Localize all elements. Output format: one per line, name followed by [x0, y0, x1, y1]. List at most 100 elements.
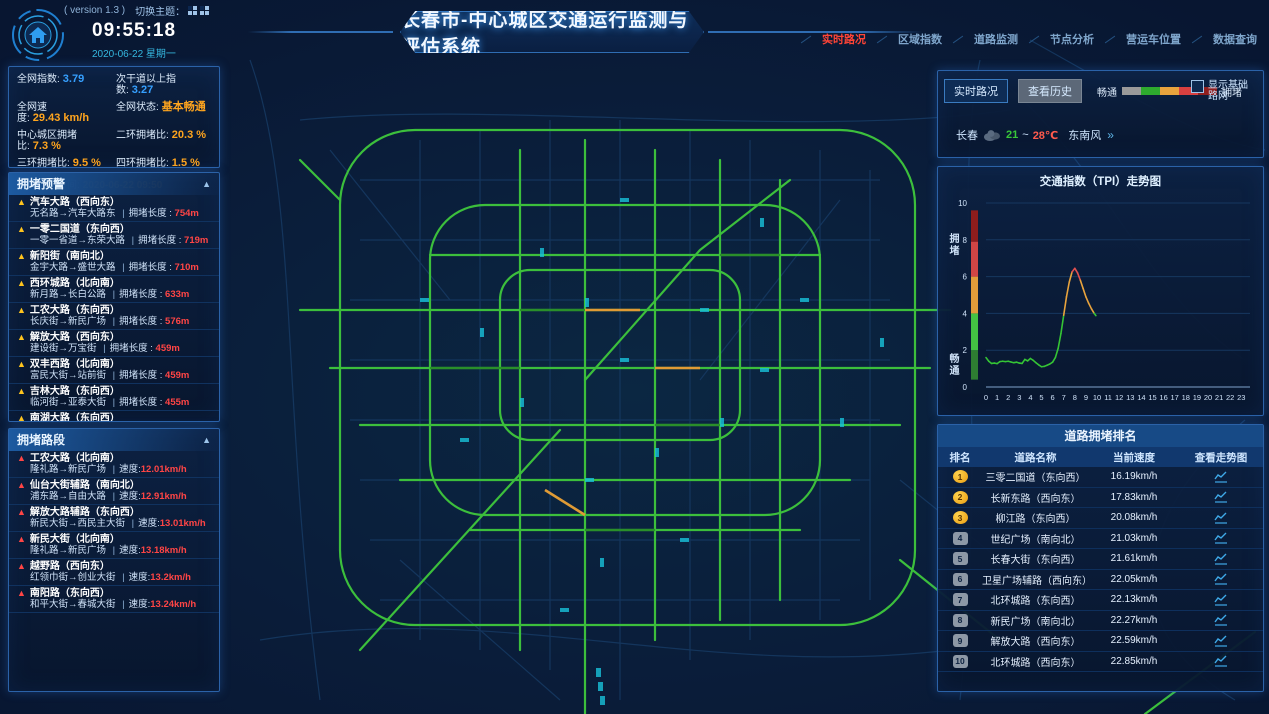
- nav-item-节点分析[interactable]: 节点分析: [1050, 34, 1094, 46]
- svg-text:16: 16: [1159, 393, 1167, 402]
- road-name: 南阳路（东向西）: [29, 588, 110, 599]
- collapse-arrow-icon[interactable]: ▲: [202, 179, 211, 189]
- metric-value: 710m: [174, 262, 199, 273]
- stat-item: 中心城区拥堵比: 7.3 %: [17, 130, 77, 152]
- trend-chart-icon[interactable]: [1179, 635, 1263, 647]
- weather-more-icon[interactable]: »: [1107, 128, 1114, 142]
- road-name: 新民广场（南向北）: [990, 616, 1081, 628]
- stat-item: 次干道以上指数: 3.27: [116, 74, 176, 96]
- tab-realtime[interactable]: 实时路况: [944, 79, 1008, 103]
- list-item[interactable]: ▲ 工农大路（北向南） 隆礼路→新民广场 | 速度:12.01km/h: [9, 451, 219, 478]
- metric-value: 12.01km/h: [140, 464, 187, 475]
- theme-grid-icon[interactable]: [188, 6, 198, 15]
- road-range: 长庆街→新民广场: [30, 316, 109, 327]
- rank-badge: 4: [952, 531, 968, 545]
- trend-chart-icon[interactable]: [1179, 491, 1263, 503]
- pipe-divider: |: [122, 572, 125, 583]
- nav-item-数据查询[interactable]: 数据查询: [1213, 34, 1257, 46]
- list-item[interactable]: ▲ 双丰西路（北向南） 富民大街→站前街 | 拥堵长度 : 459m: [9, 357, 219, 384]
- svg-text:21: 21: [1215, 393, 1223, 402]
- svg-text:4: 4: [1028, 393, 1032, 402]
- list-item[interactable]: ▲ 工农大路（东向西） 长庆街→新民广场 | 拥堵长度 : 576m: [9, 303, 219, 330]
- tpi-chart-panel: 交通指数（TPI）走势图 拥堵 畅通 0 2 4 6 8 10 0 1 2 3 4 5 6 7 8 9 10 11…: [937, 166, 1264, 416]
- list-item[interactable]: ▲ 解放大路辅路（东向西） 新民大街→西民主大街 | 速度:13.01km/h: [9, 505, 219, 532]
- road-name: 吉林大路（东向西）: [29, 386, 120, 397]
- trend-chart-icon[interactable]: [1179, 655, 1263, 667]
- col-road: 道路名称: [1014, 451, 1057, 464]
- trend-chart-icon[interactable]: [1179, 594, 1263, 606]
- list-item[interactable]: ▲ 吉林大路（东向西） 临河街→亚泰大街 | 拥堵长度 : 455m: [9, 384, 219, 411]
- nav-separator: [1191, 35, 1203, 43]
- metric-label: 拥堵长度 :: [119, 289, 166, 300]
- svg-text:8: 8: [1073, 393, 1077, 402]
- home-logo[interactable]: [10, 6, 66, 64]
- panel-title: 拥堵预警: [17, 177, 66, 191]
- list-item[interactable]: ▲ 新民大街（北向南） 隆礼路→新民广场 | 速度:13.18km/h: [9, 532, 219, 559]
- list-item[interactable]: ▲ 解放大路（西向东） 建设街→万宝街 | 拥堵长度 : 459m: [9, 330, 219, 357]
- road-name: 长新东路（西向东）: [990, 493, 1081, 505]
- road-name: 卫星广场辅路（西向东）: [982, 575, 1092, 587]
- warning-triangle-icon: ▲: [17, 278, 26, 288]
- road-name: 西环城路（北向南）: [29, 278, 120, 289]
- warning-triangle-icon: ▲: [17, 251, 26, 261]
- list-item[interactable]: ▲ 南湖大路（东向西） 南湖新村中街→南湖广场 |拥堵长度 : 438m: [9, 411, 219, 421]
- nav-item-实时路况[interactable]: 实时路况: [822, 34, 866, 46]
- trend-chart-icon[interactable]: [1179, 573, 1263, 585]
- list-item[interactable]: ▲ 越野路（西向东） 红领巾街→创业大街 | 速度:13.2km/h: [9, 559, 219, 586]
- list-item[interactable]: ▲ 一零二国道（东向西） 一零一省道→东荣大路 | 拥堵长度 : 719m: [9, 222, 219, 249]
- checkbox-icon[interactable]: [1191, 80, 1204, 93]
- table-row: 8 新民广场（南向北） 22.27km/h: [938, 611, 1263, 631]
- road-range: 隆礼路→新民广场: [30, 464, 109, 475]
- svg-text:2: 2: [963, 346, 968, 355]
- nav-item-道路监测[interactable]: 道路监测: [974, 34, 1018, 46]
- rank-badge: 5: [952, 552, 968, 566]
- trend-chart-icon[interactable]: [1179, 471, 1263, 483]
- pipe-divider: |: [112, 289, 116, 300]
- collapse-arrow-icon[interactable]: ▲: [202, 435, 211, 445]
- warning-triangle-icon: ▲: [17, 359, 26, 369]
- metric-label: 拥堵长度 :: [109, 343, 156, 354]
- theme-switcher[interactable]: 切换主题：: [135, 3, 210, 18]
- svg-text:6: 6: [1051, 393, 1055, 402]
- legend-swatches: [1122, 82, 1217, 100]
- current-speed: 22.59km/h: [1110, 635, 1158, 647]
- trend-chart-icon[interactable]: [1179, 512, 1263, 524]
- cloud-icon: [984, 130, 1000, 141]
- svg-text:22: 22: [1226, 393, 1234, 402]
- nav-separator: [1104, 35, 1116, 43]
- nav-item-区域指数[interactable]: 区域指数: [898, 34, 942, 46]
- legend-swatch: [1160, 87, 1179, 95]
- basemap-checkbox[interactable]: 显示基础路网: [1191, 80, 1257, 102]
- svg-text:5: 5: [1039, 393, 1043, 402]
- trend-chart-icon[interactable]: [1179, 532, 1263, 544]
- header-left: ( version 1.3 ) 切换主题： 09:55:18 2020-06-2…: [64, 3, 254, 60]
- list-item[interactable]: ▲ 南阳路（东向西） 和平大街→春城大街 | 速度:13.24km/h: [9, 586, 219, 613]
- metric-value: 459m: [165, 370, 190, 381]
- list-item[interactable]: ▲ 新阳街（南向北） 金宇大路→盛世大路 | 拥堵长度 : 710m: [9, 249, 219, 276]
- current-speed: 21.61km/h: [1110, 553, 1158, 565]
- road-range: 一零一省道→东荣大路: [30, 235, 128, 246]
- warning-triangle-icon: ▲: [17, 305, 26, 315]
- road-name: 世纪广场（南向北）: [990, 534, 1081, 546]
- trend-chart-icon[interactable]: [1179, 614, 1263, 626]
- road-ranking-panel: 道路拥堵排名 排名 道路名称 当前速度 查看走势图 1 三零二国道（东向西） 1…: [937, 424, 1264, 692]
- road-name: 长春大街（东向西）: [990, 555, 1081, 567]
- road-name: 解放大路（西向东）: [29, 332, 120, 343]
- metric-label: 速度:: [119, 491, 141, 502]
- list-item[interactable]: ▲ 汽车大路（西向东） 无名路→汽车大路东 | 拥堵长度 : 754m: [9, 195, 219, 222]
- list-item[interactable]: ▲ 西环城路（北向南） 新月路→长白公路 | 拥堵长度 : 633m: [9, 276, 219, 303]
- svg-text:7: 7: [1062, 393, 1066, 402]
- trend-chart-icon[interactable]: [1179, 553, 1263, 565]
- svg-text:1: 1: [995, 393, 999, 402]
- axis-label-free: 畅通: [947, 353, 958, 377]
- pipe-divider: |: [112, 397, 116, 408]
- theme-grid-icon[interactable]: [200, 6, 210, 15]
- list-item[interactable]: ▲ 仙台大街辅路（南向北） 浦东路→自由大路 | 速度:12.91km/h: [9, 478, 219, 505]
- tab-history[interactable]: 查看历史: [1018, 79, 1082, 103]
- slow-roads: [430, 253, 780, 532]
- stat-item: 四环拥堵比: 1.5 %: [116, 157, 200, 170]
- metric-label: 速度:: [119, 464, 141, 475]
- nav-item-营运车位置[interactable]: 营运车位置: [1126, 34, 1181, 46]
- road-name: 柳江路（东向西）: [995, 514, 1076, 526]
- ranking-header-row: 排名 道路名称 当前速度 查看走势图: [938, 447, 1263, 467]
